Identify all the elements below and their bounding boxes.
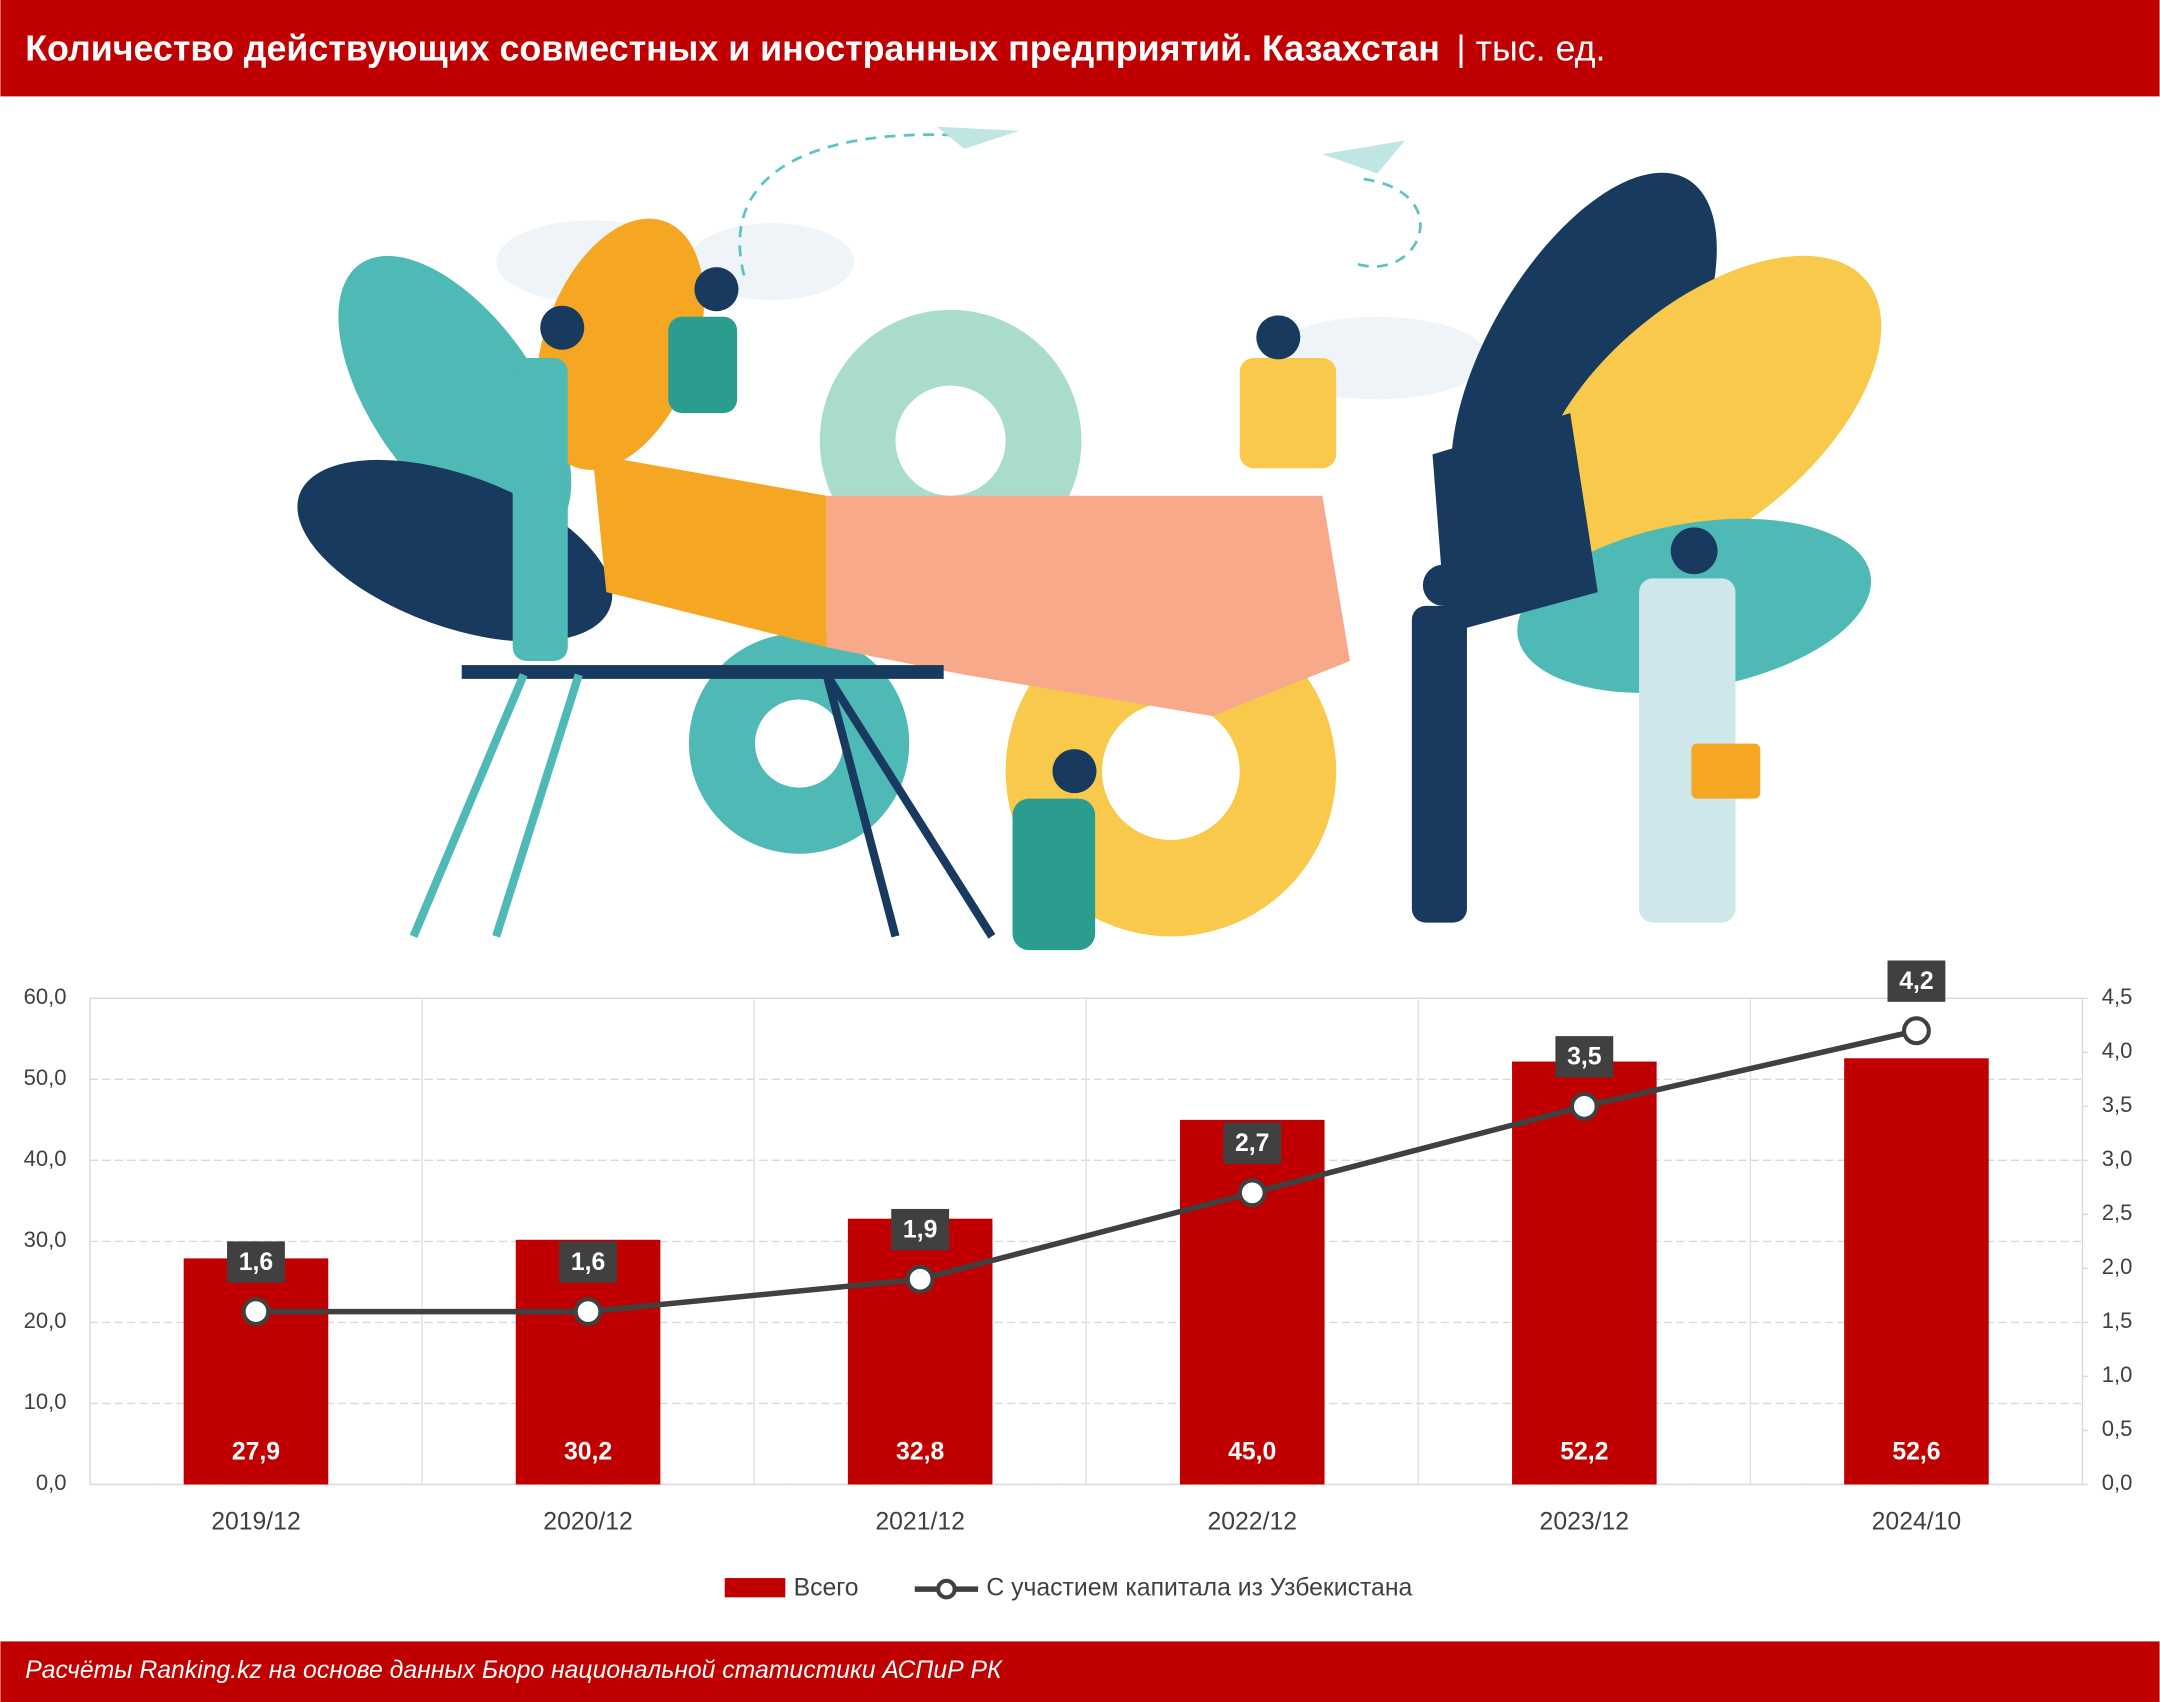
y-tick-label: 50,0 [24,1065,67,1090]
line-value-label: 2,7 [1235,1130,1269,1157]
x-tick-label: 2019/12 [211,1509,301,1536]
line-marker [241,1297,271,1327]
line-value-label: 1,9 [903,1217,937,1244]
bar-value-label: 32,8 [896,1438,944,1465]
x-tick-label: 2022/12 [1207,1509,1297,1536]
line-value-label: 1,6 [571,1249,605,1276]
value-label-box [1887,960,1946,1002]
source: Расчёты Ranking.kz на основе данных Бюро… [25,1657,1003,1684]
value-label-box [227,1241,285,1283]
chart-title: Количество действующих совместных и инос… [25,28,1440,68]
line-value-label: 1,6 [239,1249,273,1276]
bar [847,1218,993,1485]
x-tick-label: 2020/12 [543,1509,633,1536]
bar-value-label: 30,2 [564,1438,612,1465]
value-label-box [1555,1036,1614,1078]
value-label-box [891,1208,950,1251]
legend-label: Всего [794,1575,859,1602]
value-label-box [1223,1122,1282,1164]
line-marker [1237,1178,1267,1208]
legend-swatch [724,1578,786,1598]
header-band [0,0,2160,97]
line-series [241,1016,1931,1327]
line-marker [1901,1016,1931,1046]
bar [1512,1061,1657,1485]
value-label-box [559,1241,617,1283]
illustration [297,126,1882,951]
y2-tick-label: 0,5 [2102,1416,2133,1441]
labels: 2019/12 2020/12 2021/12 2022/12 2023/12 2024/… [211,960,1962,1536]
bar-value-label: 45,0 [1228,1438,1276,1465]
bar [183,1258,329,1485]
line-value-label: 3,5 [1567,1044,1602,1071]
bar [1179,1119,1325,1485]
y2-tick-label: 3,0 [2102,1146,2133,1171]
y2-tick-label: 1,5 [2102,1308,2133,1333]
x-tick-label: 2021/12 [875,1509,965,1536]
line-marker [905,1264,935,1294]
line-marker [1569,1091,1599,1121]
bar-value-label: 52,2 [1560,1438,1608,1465]
bar-value-label: 27,9 [232,1438,280,1465]
legend-swatch [936,1578,957,1600]
y-tick-label: 10,0 [24,1389,67,1414]
chart-subtitle: | тыс. ед. [1456,28,1605,68]
line-marker [573,1297,603,1327]
x-tick-label: 2023/12 [1540,1509,1630,1536]
grid: 0,0 10,0 20,0 30,0 40,0 50,0 60,0 0,0 0,5 1,0 1,5 2… [24,984,2133,1495]
y2-tick-label: 3,5 [2102,1092,2133,1117]
bar [1844,1058,1989,1485]
y-tick-label: 60,0 [24,984,67,1009]
y2-tick-label: 2,0 [2102,1254,2133,1279]
footer-band [0,1641,2160,1702]
y-tick-label: 30,0 [24,1227,67,1252]
y2-tick-label: 4,5 [2102,984,2133,1009]
y2-tick-label: 2,5 [2102,1200,2133,1225]
bar-value-label: 52,6 [1892,1438,1940,1465]
line [255,1028,1918,1315]
y2-tick-label: 1,0 [2102,1362,2133,1387]
y-tick-label: 20,0 [24,1308,67,1333]
y-tick-label: 0,0 [36,1470,67,1495]
x-tick-label: 2024/10 [1872,1509,1962,1536]
y-tick-label: 40,0 [24,1146,67,1171]
y2-tick-label: 0,0 [2102,1470,2133,1495]
legend-label: С участием капитала из Узбекистана [986,1575,1412,1602]
y2-tick-label: 4,0 [2102,1038,2133,1063]
line-value-label: 4,2 [1899,968,1933,995]
